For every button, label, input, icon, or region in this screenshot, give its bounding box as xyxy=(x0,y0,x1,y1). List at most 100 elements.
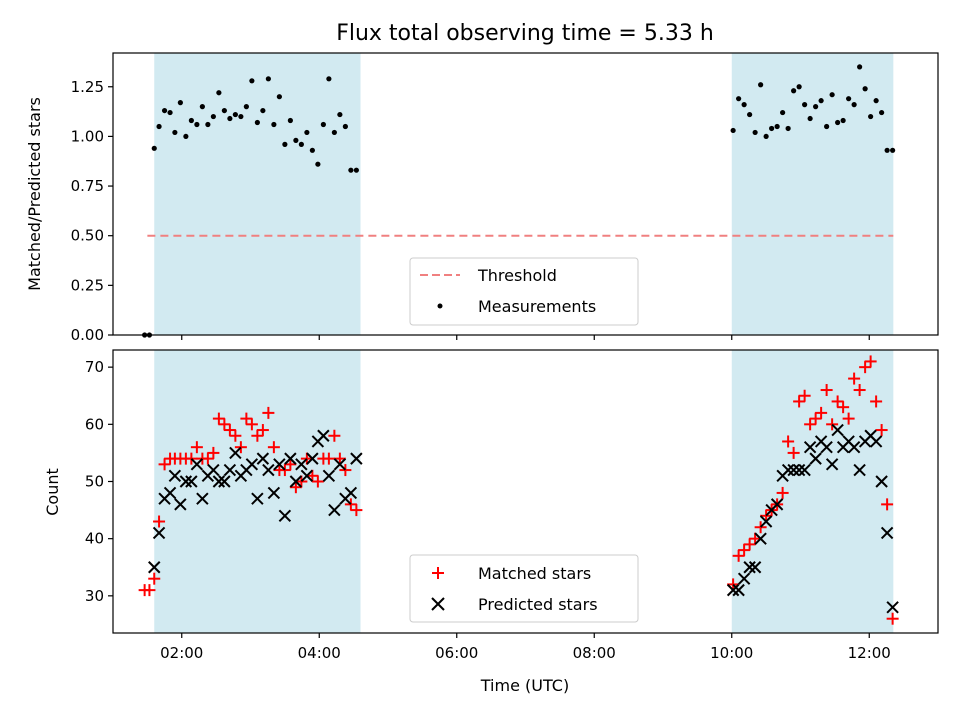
predicted-star-point xyxy=(152,526,166,540)
matched-star-point xyxy=(190,441,203,454)
matched-star-point xyxy=(148,572,161,585)
predicted-star-point xyxy=(218,475,231,488)
bottom-axes-frame xyxy=(112,349,939,634)
measurement-point xyxy=(167,109,173,116)
measurement-point xyxy=(791,88,797,94)
measurement-point xyxy=(293,137,299,143)
measurement-point xyxy=(758,82,764,88)
xtick-label: 04:00 xyxy=(298,644,341,662)
matched-star-point xyxy=(350,504,363,517)
measurement-point xyxy=(260,107,266,114)
predicted-star-point xyxy=(196,492,209,505)
measurement-point xyxy=(851,102,857,108)
measurement-point xyxy=(846,96,852,102)
measurement-point xyxy=(353,167,359,173)
measurement-point xyxy=(227,115,233,122)
matched-star-point xyxy=(853,384,866,397)
measurement-point xyxy=(879,109,885,116)
predicted-star-point xyxy=(278,509,292,523)
predicted-star-point xyxy=(737,572,751,585)
predicted-star-point xyxy=(300,469,314,482)
legend-measurements-label: Measurements xyxy=(478,297,596,316)
measurement-point xyxy=(331,129,337,136)
legend-measurements-swatch xyxy=(437,303,443,309)
matched-star-point xyxy=(842,412,855,425)
matched-star-point xyxy=(870,395,883,408)
predicted-star-point xyxy=(732,583,745,597)
measurement-point xyxy=(780,109,786,116)
measurement-point xyxy=(818,98,824,104)
predicted-star-point xyxy=(831,423,844,437)
predicted-star-point xyxy=(284,452,297,465)
predicted-star-point xyxy=(262,463,275,477)
measurement-point xyxy=(304,129,310,136)
legend-predicted-swatch xyxy=(431,597,445,611)
measurement-point xyxy=(747,111,753,118)
top-ytick-label: 1.00 xyxy=(71,127,104,145)
matched-star-point xyxy=(300,452,313,465)
bottom-legend-box xyxy=(409,554,639,623)
matched-star-point xyxy=(859,361,872,374)
measurement-point xyxy=(194,121,200,128)
predicted-star-point xyxy=(350,452,363,465)
matched-star-point xyxy=(229,429,242,442)
matched-star-point xyxy=(804,418,817,431)
top-ytick-label: 0.75 xyxy=(71,177,104,195)
legend-threshold-label: Threshold xyxy=(477,266,557,285)
matched-star-point xyxy=(234,441,247,454)
bottom-panel: 30 40 50 60 70 02:00 04:00 06:00 08:00 10:00 12:0… xyxy=(43,349,939,695)
top-ytick-label: 0.50 xyxy=(71,227,104,245)
xtick-label: 02:00 xyxy=(160,644,203,662)
matched-star-point xyxy=(826,418,839,431)
measurement-point xyxy=(824,123,830,130)
matched-star-point xyxy=(218,418,231,431)
matched-star-point xyxy=(267,441,280,454)
predicted-star-point xyxy=(174,498,187,511)
predicted-star-point xyxy=(847,440,861,454)
top-ytick-label: 0.00 xyxy=(71,326,104,344)
predicted-star-point xyxy=(781,463,795,477)
measurement-point xyxy=(862,86,868,92)
bottom-legend: Matched stars Predicted stars xyxy=(409,554,639,623)
matched-star-point xyxy=(809,412,822,425)
predicted-star-point xyxy=(792,463,806,477)
predicted-star-point xyxy=(743,561,756,574)
predicted-star-point xyxy=(168,469,182,482)
measurement-point xyxy=(298,141,304,147)
matched-star-point xyxy=(875,424,888,437)
observing-window-shade xyxy=(154,350,361,633)
predicted-star-point xyxy=(317,429,330,442)
measurement-point xyxy=(232,111,238,118)
top-y-axis-label: Matched/Predicted stars xyxy=(25,97,44,291)
matched-star-point xyxy=(245,418,258,431)
matched-star-point xyxy=(212,412,225,425)
predicted-star-point xyxy=(803,440,817,454)
measurement-point xyxy=(315,161,321,167)
matched-star-point xyxy=(322,452,335,465)
measurement-point xyxy=(348,167,354,173)
matched-star-point xyxy=(153,515,166,528)
matched-star-point xyxy=(776,486,789,499)
bottom-y-axis-label: Count xyxy=(43,468,62,516)
top-axes-frame xyxy=(112,52,939,336)
predicted-star-point xyxy=(798,463,811,477)
matched-star-point xyxy=(223,424,236,437)
observing-window-shade xyxy=(731,53,894,335)
measurement-point xyxy=(763,133,769,140)
bottom-ytick-label: 50 xyxy=(85,472,104,490)
matched-star-point xyxy=(185,452,198,465)
bottom-ytick-label: 40 xyxy=(85,530,104,548)
measurement-point xyxy=(287,117,293,124)
measurement-point xyxy=(309,147,315,153)
measurement-point xyxy=(326,76,332,82)
measurement-point xyxy=(337,111,343,118)
measurement-point xyxy=(172,129,178,136)
measurement-point xyxy=(271,121,277,128)
measurement-point xyxy=(320,121,326,128)
matched-star-point xyxy=(289,481,302,494)
top-panel: 0.00 0.25 0.50 0.75 1.00 1.25 Matched/Predict… xyxy=(25,52,939,344)
measurement-point xyxy=(802,102,808,108)
measurement-point xyxy=(188,117,194,124)
matched-star-point xyxy=(760,509,773,522)
